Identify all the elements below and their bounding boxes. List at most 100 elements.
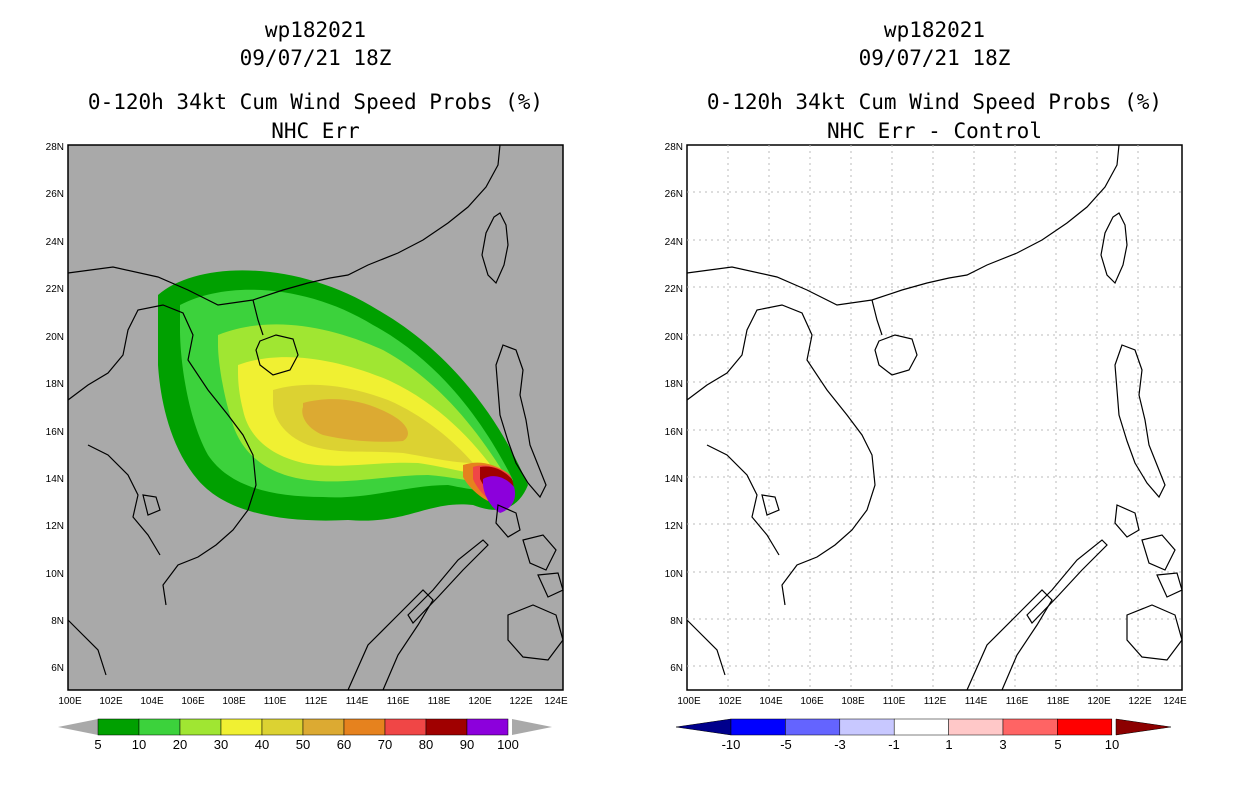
lat-label: 18N: [46, 379, 64, 390]
lon-label: 112E: [305, 696, 328, 707]
left-title-storm-id: wp182021: [264, 18, 367, 42]
lat-label: 8N: [670, 616, 683, 627]
right-colorbar-labels: -10 -5 -3 -1 1 3 5 10: [722, 737, 1120, 752]
colorbar-label: 60: [337, 737, 351, 752]
colorbar-label: 70: [378, 737, 392, 752]
left-colorbar-labels: 5 10 20 30 40 50 60 70 80 90 100: [94, 737, 518, 752]
lon-label: 106E: [181, 696, 205, 707]
colorbar-label: 5: [1054, 737, 1061, 752]
colorbar-label: 20: [173, 737, 187, 752]
lat-label: 20N: [665, 332, 683, 343]
lat-label: 24N: [665, 237, 683, 248]
colorbar-swatch: [1002, 718, 1058, 736]
lon-label: 116E: [387, 696, 410, 707]
colorbar-swatch: [425, 718, 468, 736]
colorbar-label: 40: [255, 737, 269, 752]
colorbar-swatch: [384, 718, 427, 736]
left-lon-labels: 100E 102E 104E 106E 108E 110E 112E 114E …: [58, 696, 568, 707]
colorbar-swatch: [839, 718, 895, 736]
lat-label: 28N: [46, 142, 64, 153]
colorbar-swatch: [179, 718, 222, 736]
lat-label: 22N: [46, 284, 64, 295]
colorbar-swatch: [785, 718, 841, 736]
lon-label: 104E: [759, 696, 783, 707]
colorbar-label: -1: [888, 737, 900, 752]
left-title-variant: NHC Err: [271, 119, 360, 143]
colorbar-low-arrow: [675, 718, 732, 736]
lon-label: 124E: [1163, 696, 1187, 707]
lon-label: 108E: [841, 696, 865, 707]
right-title-storm-id: wp182021: [883, 18, 986, 42]
lat-label: 16N: [46, 427, 64, 438]
left-lat-labels: 28N 26N 24N 22N 20N 18N 16N 14N 12N 10N …: [46, 142, 64, 674]
right-title-datetime: 09/07/21 18Z: [858, 46, 1011, 70]
colorbar-swatch: [220, 718, 263, 736]
colorbar-swatch: [1057, 718, 1113, 736]
colorbar-label: 90: [460, 737, 474, 752]
lat-label: 22N: [665, 284, 683, 295]
lon-label: 112E: [924, 696, 947, 707]
lat-label: 8N: [51, 616, 64, 627]
colorbar-swatch: [948, 718, 1004, 736]
colorbar-label: 1: [945, 737, 952, 752]
lon-label: 106E: [800, 696, 824, 707]
colorbar-swatch: [97, 718, 140, 736]
colorbar-label: 10: [132, 737, 146, 752]
right-title-product: 0-120h 34kt Cum Wind Speed Probs (%): [706, 90, 1163, 114]
colorbar-label: -3: [834, 737, 846, 752]
lat-label: 10N: [665, 569, 683, 580]
lon-label: 114E: [346, 696, 369, 707]
lat-label: 14N: [665, 474, 683, 485]
colorbar-high-arrow: [512, 719, 552, 735]
lat-label: 26N: [665, 189, 683, 200]
colorbar-swatch: [302, 718, 345, 736]
lon-label: 114E: [965, 696, 988, 707]
right-lon-labels: 100E 102E 104E 106E 108E 110E 112E 114E …: [677, 696, 1187, 707]
colorbar-label: -10: [722, 737, 741, 752]
colorbar-label: 5: [94, 737, 101, 752]
lon-label: 102E: [99, 696, 123, 707]
lon-label: 122E: [509, 696, 533, 707]
colorbar-high-arrow: [1115, 718, 1172, 736]
lon-label: 118E: [428, 696, 451, 707]
lat-label: 20N: [46, 332, 64, 343]
colorbar-label: 10: [1105, 737, 1119, 752]
lon-label: 122E: [1128, 696, 1152, 707]
colorbar-low-arrow: [58, 719, 98, 735]
lat-label: 6N: [670, 663, 683, 674]
colorbar-swatch: [138, 718, 181, 736]
lat-label: 28N: [665, 142, 683, 153]
lon-label: 104E: [140, 696, 164, 707]
colorbar-swatch: [261, 718, 304, 736]
left-title-datetime: 09/07/21 18Z: [239, 46, 392, 70]
colorbar-label: 80: [419, 737, 433, 752]
right-title-variant: NHC Err - Control: [827, 119, 1042, 143]
lat-label: 24N: [46, 237, 64, 248]
left-colorbar: [58, 718, 552, 736]
lon-label: 120E: [468, 696, 492, 707]
lat-label: 14N: [46, 474, 64, 485]
colorbar-label: 100: [497, 737, 519, 752]
lat-label: 18N: [665, 379, 683, 390]
colorbar-label: 30: [214, 737, 228, 752]
lon-label: 110E: [264, 696, 287, 707]
colorbar-swatch: [466, 718, 509, 736]
lat-label: 10N: [46, 569, 64, 580]
colorbar-swatch: [893, 718, 949, 736]
colorbar-swatch: [730, 718, 786, 736]
lat-label: 12N: [665, 521, 683, 532]
lon-label: 120E: [1087, 696, 1111, 707]
lat-label: 16N: [665, 427, 683, 438]
lon-label: 100E: [58, 696, 82, 707]
lon-label: 102E: [718, 696, 742, 707]
lat-label: 12N: [46, 521, 64, 532]
lon-label: 110E: [883, 696, 906, 707]
colorbar-label: 50: [296, 737, 310, 752]
left-title-product: 0-120h 34kt Cum Wind Speed Probs (%): [87, 90, 544, 114]
lon-label: 118E: [1047, 696, 1070, 707]
lon-label: 108E: [222, 696, 246, 707]
lat-label: 26N: [46, 189, 64, 200]
colorbar-label: -5: [780, 737, 792, 752]
right-colorbar: [675, 718, 1172, 736]
